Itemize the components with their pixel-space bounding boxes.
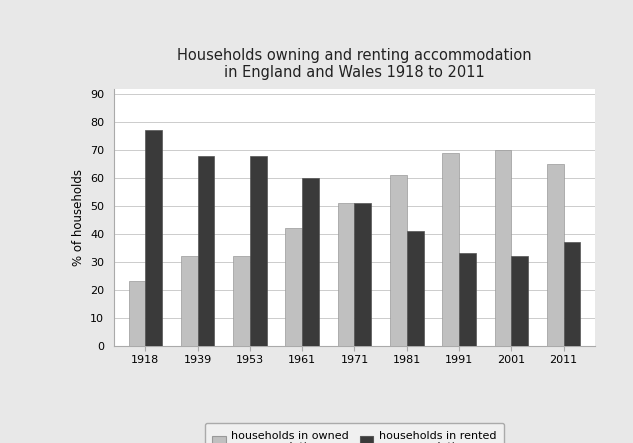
Bar — [563, 242, 580, 346]
Bar — [233, 256, 250, 346]
Bar — [459, 253, 476, 346]
Bar — [547, 164, 563, 346]
Bar — [407, 231, 423, 346]
Bar — [146, 131, 162, 346]
Bar — [511, 256, 528, 346]
Bar — [442, 153, 459, 346]
Bar — [285, 228, 302, 346]
Bar — [181, 256, 197, 346]
Bar — [250, 155, 266, 346]
Bar — [197, 155, 215, 346]
Title: Households owning and renting accommodation
in England and Wales 1918 to 2011: Households owning and renting accommodat… — [177, 48, 532, 81]
Legend: households in owned
accommodation, households in rented
accommodation: households in owned accommodation, house… — [204, 423, 505, 443]
Y-axis label: % of households: % of households — [72, 169, 85, 265]
Bar — [494, 150, 511, 346]
Bar — [302, 178, 319, 346]
Bar — [128, 281, 146, 346]
Bar — [338, 203, 354, 346]
Bar — [354, 203, 371, 346]
Bar — [390, 175, 407, 346]
